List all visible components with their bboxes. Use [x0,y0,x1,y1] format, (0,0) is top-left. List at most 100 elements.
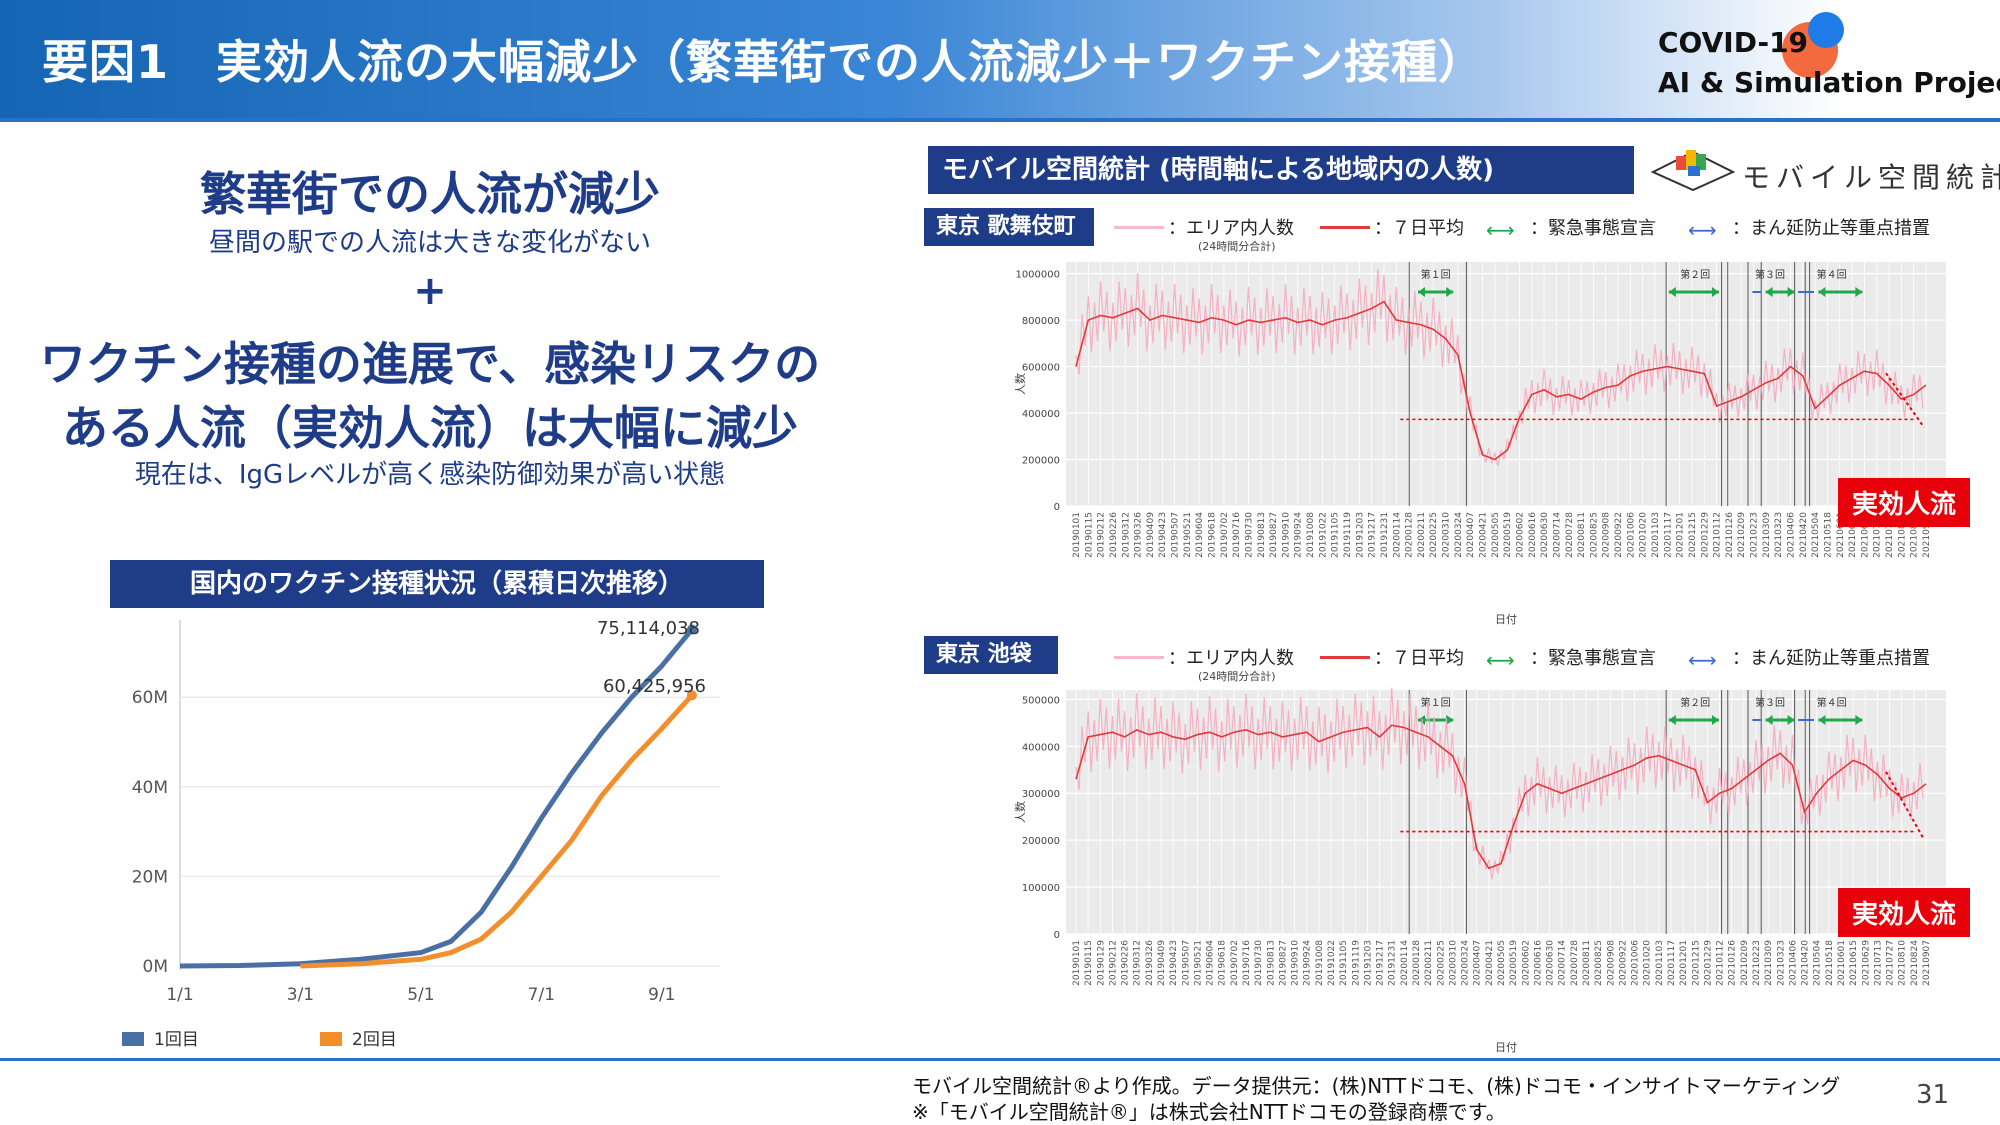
x-tick-label: 20200630 [1546,940,1556,986]
area-label-ikebukuro: 東京 池袋 [924,636,1058,674]
x-tick-label: 20190101 [1072,940,1082,986]
footer-divider [0,1058,2000,1061]
x-tick-label: 20200407 [1473,940,1483,986]
x-tick-label: 20200908 [1606,940,1616,986]
x-tick-label: 20190226 [1121,940,1131,986]
x-tick-label: 20210810 [1898,940,1908,986]
vaccine-y-tick-label: 20M [132,867,168,887]
x-tick-label: 20200421 [1479,512,1489,558]
x-tick-label: 20190604 [1206,940,1216,986]
vaccine-chart: 0M 20M 40M 60M 1/1 3/1 5/1 7/1 9/1 75,114,038 60… [122,618,720,1050]
x-tick-label: 20201117 [1667,940,1677,986]
period-label: 第２回 [1680,268,1710,281]
x-tick-label: 20210406 [1786,512,1796,558]
x-tick-label: 20190604 [1195,512,1205,558]
x-tick-label: 20201117 [1663,512,1673,558]
ikebukuro-chart: 0 100000 200000 300000 400000 500000 人数 2019010… [1014,687,1946,1054]
legend-emergency-arrow-2: ⟷ [1486,648,1515,672]
x-tick-label: 20200225 [1436,940,1446,986]
legend-emergency-label-1: ：緊急事態宣言 [1530,218,1656,239]
x-tick-label: 20210601 [1837,940,1847,986]
x-tick-label: 20191217 [1376,940,1386,986]
x-tick-label: 20200114 [1400,940,1410,986]
x-tick-label: 20190702 [1230,940,1240,986]
legend-avg-label-1: ：７日平均 [1374,218,1464,239]
x-tick-label: 20201215 [1688,512,1698,558]
project-logo-blue-circle [1808,12,1844,48]
x-tick-label: 20210112 [1716,940,1726,986]
header-bar [0,0,2000,118]
emergency-arrow-head-right [1855,715,1863,725]
y-tick-label: 0 [1054,930,1060,941]
vaccine-x-tick-label: 5/1 [407,985,434,1005]
x-tick-label: 20210518 [1825,940,1835,986]
x-tick-label: 20190924 [1303,940,1313,986]
legend-area-line-2 [1114,656,1164,659]
effective-flow-label-ikebukuro: 実効人流 [1838,888,1971,937]
headline-crowd-decrease: 繁華街での人流が減少 [200,167,660,221]
page-number: 31 [1916,1080,1950,1110]
vaccine-x-tick-label: 9/1 [648,985,675,1005]
x-tick-label: 20201215 [1691,940,1701,986]
legend-priority-label-1: ：まん延防止等重点措置 [1732,218,1930,239]
y-tick-label: 100000 [1022,883,1060,894]
legend-emergency-arrow-1: ⟷ [1486,218,1515,242]
x-tick-label: 20200114 [1392,512,1402,558]
slide-title: 要因1 実効人流の大幅減少（繁華街での人流減少＋ワクチン接種） [42,35,1486,89]
x-tick-label: 20210727 [1885,512,1895,558]
emergency-arrow-head-right [1446,715,1454,725]
x-tick-label: 20210323 [1776,940,1786,986]
emergency-arrow-head-left [1668,715,1676,725]
period-label: 第２回 [1680,696,1710,709]
x-tick-label: 20190618 [1208,512,1218,558]
y-tick-label: 200000 [1022,456,1060,467]
x-tick-label: 20200616 [1528,512,1538,558]
x-tick-label: 20201229 [1700,512,1710,558]
x-tick-label: 20191105 [1331,512,1341,558]
x-tick-label: 20201006 [1626,512,1636,558]
legend-swatch-first [122,1032,144,1046]
vaccine-chart-grid [179,620,720,970]
x-tick-label: 20190827 [1278,940,1288,986]
x-axis-label: 日付 [1495,1041,1517,1054]
headline-vaccine-line1: ワクチン接種の進展で、感染リスクの [39,337,821,391]
x-tick-label: 20190507 [1181,940,1191,986]
x-tick-label: 20210615 [1849,940,1859,986]
x-tick-label: 20200630 [1540,512,1550,558]
x-tick-label: 20210824 [1910,940,1920,986]
subtext-station-flow: 昼間の駅での人流は大きな変化がない [208,228,651,258]
legend-swatch-second [320,1032,342,1046]
x-tick-label: 20200211 [1424,940,1434,986]
x-tick-label: 20191022 [1318,512,1328,558]
plot-background [1066,262,1946,506]
x-tick-label: 20191203 [1363,940,1373,986]
period-label: 第１回 [1421,268,1451,281]
x-tick-label: 20200922 [1618,940,1628,986]
x-tick-label: 20190910 [1291,940,1301,986]
x-tick-label: 20200310 [1448,940,1458,986]
x-tick-label: 20190312 [1121,512,1131,558]
x-tick-label: 20200324 [1461,940,1471,986]
x-tick-label: 20190409 [1146,512,1156,558]
y-tick-label: 500000 [1022,695,1060,706]
x-tick-label: 20190730 [1244,512,1254,558]
x-tick-label: 20210601 [1836,512,1846,558]
period-label: 第３回 [1755,696,1785,709]
emergency-arrow-head-left [1668,287,1676,297]
x-tick-label: 20190827 [1269,512,1279,558]
y-tick-label: 300000 [1022,789,1060,800]
effective-flow-trend-line [1885,372,1925,428]
vaccine-x-tick-label: 3/1 [287,985,314,1005]
x-tick-label: 20210713 [1873,940,1883,986]
y-tick-label: 200000 [1022,836,1060,847]
x-tick-label: 20190326 [1134,512,1144,558]
emergency-arrow-head-right [1446,287,1454,297]
x-tick-label: 20191119 [1351,940,1361,986]
x-tick-label: 20201020 [1639,512,1649,558]
plot-background [1066,690,1946,934]
x-tick-label: 20210907 [1922,512,1932,558]
x-tick-label: 20210126 [1728,940,1738,986]
legend-emergency-label-2: ：緊急事態宣言 [1530,648,1656,669]
x-tick-label: 20190618 [1218,940,1228,986]
x-tick-label: 20200714 [1558,940,1568,986]
